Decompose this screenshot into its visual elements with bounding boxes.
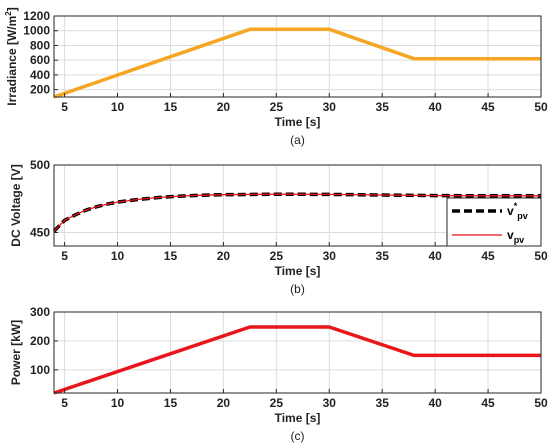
y-tick-label: 1000 bbox=[23, 24, 50, 38]
x-tick-label: 35 bbox=[376, 100, 390, 114]
x-tick-label: 50 bbox=[534, 396, 548, 410]
y-tick-label: 800 bbox=[30, 38, 50, 52]
x-tick-label: 30 bbox=[323, 100, 337, 114]
y-tick-label: 400 bbox=[30, 68, 50, 82]
x-tick-label: 30 bbox=[323, 396, 337, 410]
legend-label: v*pv bbox=[507, 201, 528, 221]
x-tick-label: 40 bbox=[428, 249, 442, 263]
y-axis-label: Irradiance [W/m2] bbox=[4, 7, 19, 105]
x-tick-label: 50 bbox=[534, 100, 548, 114]
x-tick-label: 45 bbox=[481, 249, 495, 263]
x-tick-label: 35 bbox=[376, 249, 390, 263]
y-tick-label: 600 bbox=[30, 53, 50, 67]
series-line-c-0 bbox=[53, 325, 541, 395]
x-tick-label: 20 bbox=[217, 396, 231, 410]
y-tick-label: 200 bbox=[30, 83, 50, 97]
y-tick-label: 450 bbox=[30, 226, 50, 240]
x-tick-label: 10 bbox=[111, 100, 125, 114]
x-tick-label: 10 bbox=[111, 396, 125, 410]
plot-area bbox=[54, 312, 541, 393]
x-tick-label: 5 bbox=[61, 100, 68, 114]
x-tick-label: 45 bbox=[481, 100, 495, 114]
x-tick-label: 30 bbox=[323, 249, 337, 263]
x-tick-label: 40 bbox=[428, 396, 442, 410]
panel-caption: (a) bbox=[290, 133, 305, 147]
x-tick-label: 20 bbox=[217, 249, 231, 263]
plot-frame bbox=[53, 311, 542, 394]
legend-label: vpv bbox=[507, 228, 524, 245]
x-tick-label: 40 bbox=[428, 100, 442, 114]
x-tick-label: 35 bbox=[376, 396, 390, 410]
series-line-a-0 bbox=[53, 27, 541, 99]
y-tick-label: 100 bbox=[30, 363, 50, 377]
x-tick-label: 5 bbox=[61, 396, 68, 410]
y-tick-label: 200 bbox=[30, 334, 50, 348]
y-axis-label: DC Voltage [V] bbox=[9, 164, 23, 246]
y-tick-label: 500 bbox=[30, 158, 50, 172]
legend-box bbox=[446, 197, 542, 247]
x-tick-label: 5 bbox=[61, 249, 68, 263]
legend: v*pv vpv bbox=[446, 197, 542, 247]
x-tick-label: 10 bbox=[111, 249, 125, 263]
x-tick-label: 45 bbox=[481, 396, 495, 410]
x-tick-label: 15 bbox=[164, 249, 178, 263]
y-tick-label: 1200 bbox=[23, 9, 50, 23]
chart-panel-b: 5 10 15 20 25 30 35 40 45 50 450 500 Time [s] DC Volt… bbox=[9, 158, 548, 296]
x-axis-label: Time [s] bbox=[275, 115, 321, 129]
y-axis-label: Power [kW] bbox=[9, 320, 23, 385]
y-tick-label: 300 bbox=[30, 305, 50, 319]
x-axis-label: Time [s] bbox=[275, 411, 321, 425]
series-line-b-1 bbox=[53, 193, 541, 232]
x-tick-label: 15 bbox=[164, 396, 178, 410]
x-tick-label: 50 bbox=[534, 249, 548, 263]
x-tick-label: 25 bbox=[270, 396, 284, 410]
plot-frame bbox=[53, 15, 542, 98]
x-tick-label: 20 bbox=[217, 100, 231, 114]
chart-panel-c: 5 10 15 20 25 30 35 40 45 50 100 200 300 Time [s] Powe… bbox=[9, 305, 548, 443]
x-tick-label: 25 bbox=[270, 100, 284, 114]
x-tick-label: 15 bbox=[164, 100, 178, 114]
panel-caption: (b) bbox=[290, 282, 305, 296]
x-tick-label: 25 bbox=[270, 249, 284, 263]
panel-caption: (c) bbox=[291, 429, 305, 443]
x-axis-label: Time [s] bbox=[275, 264, 321, 278]
